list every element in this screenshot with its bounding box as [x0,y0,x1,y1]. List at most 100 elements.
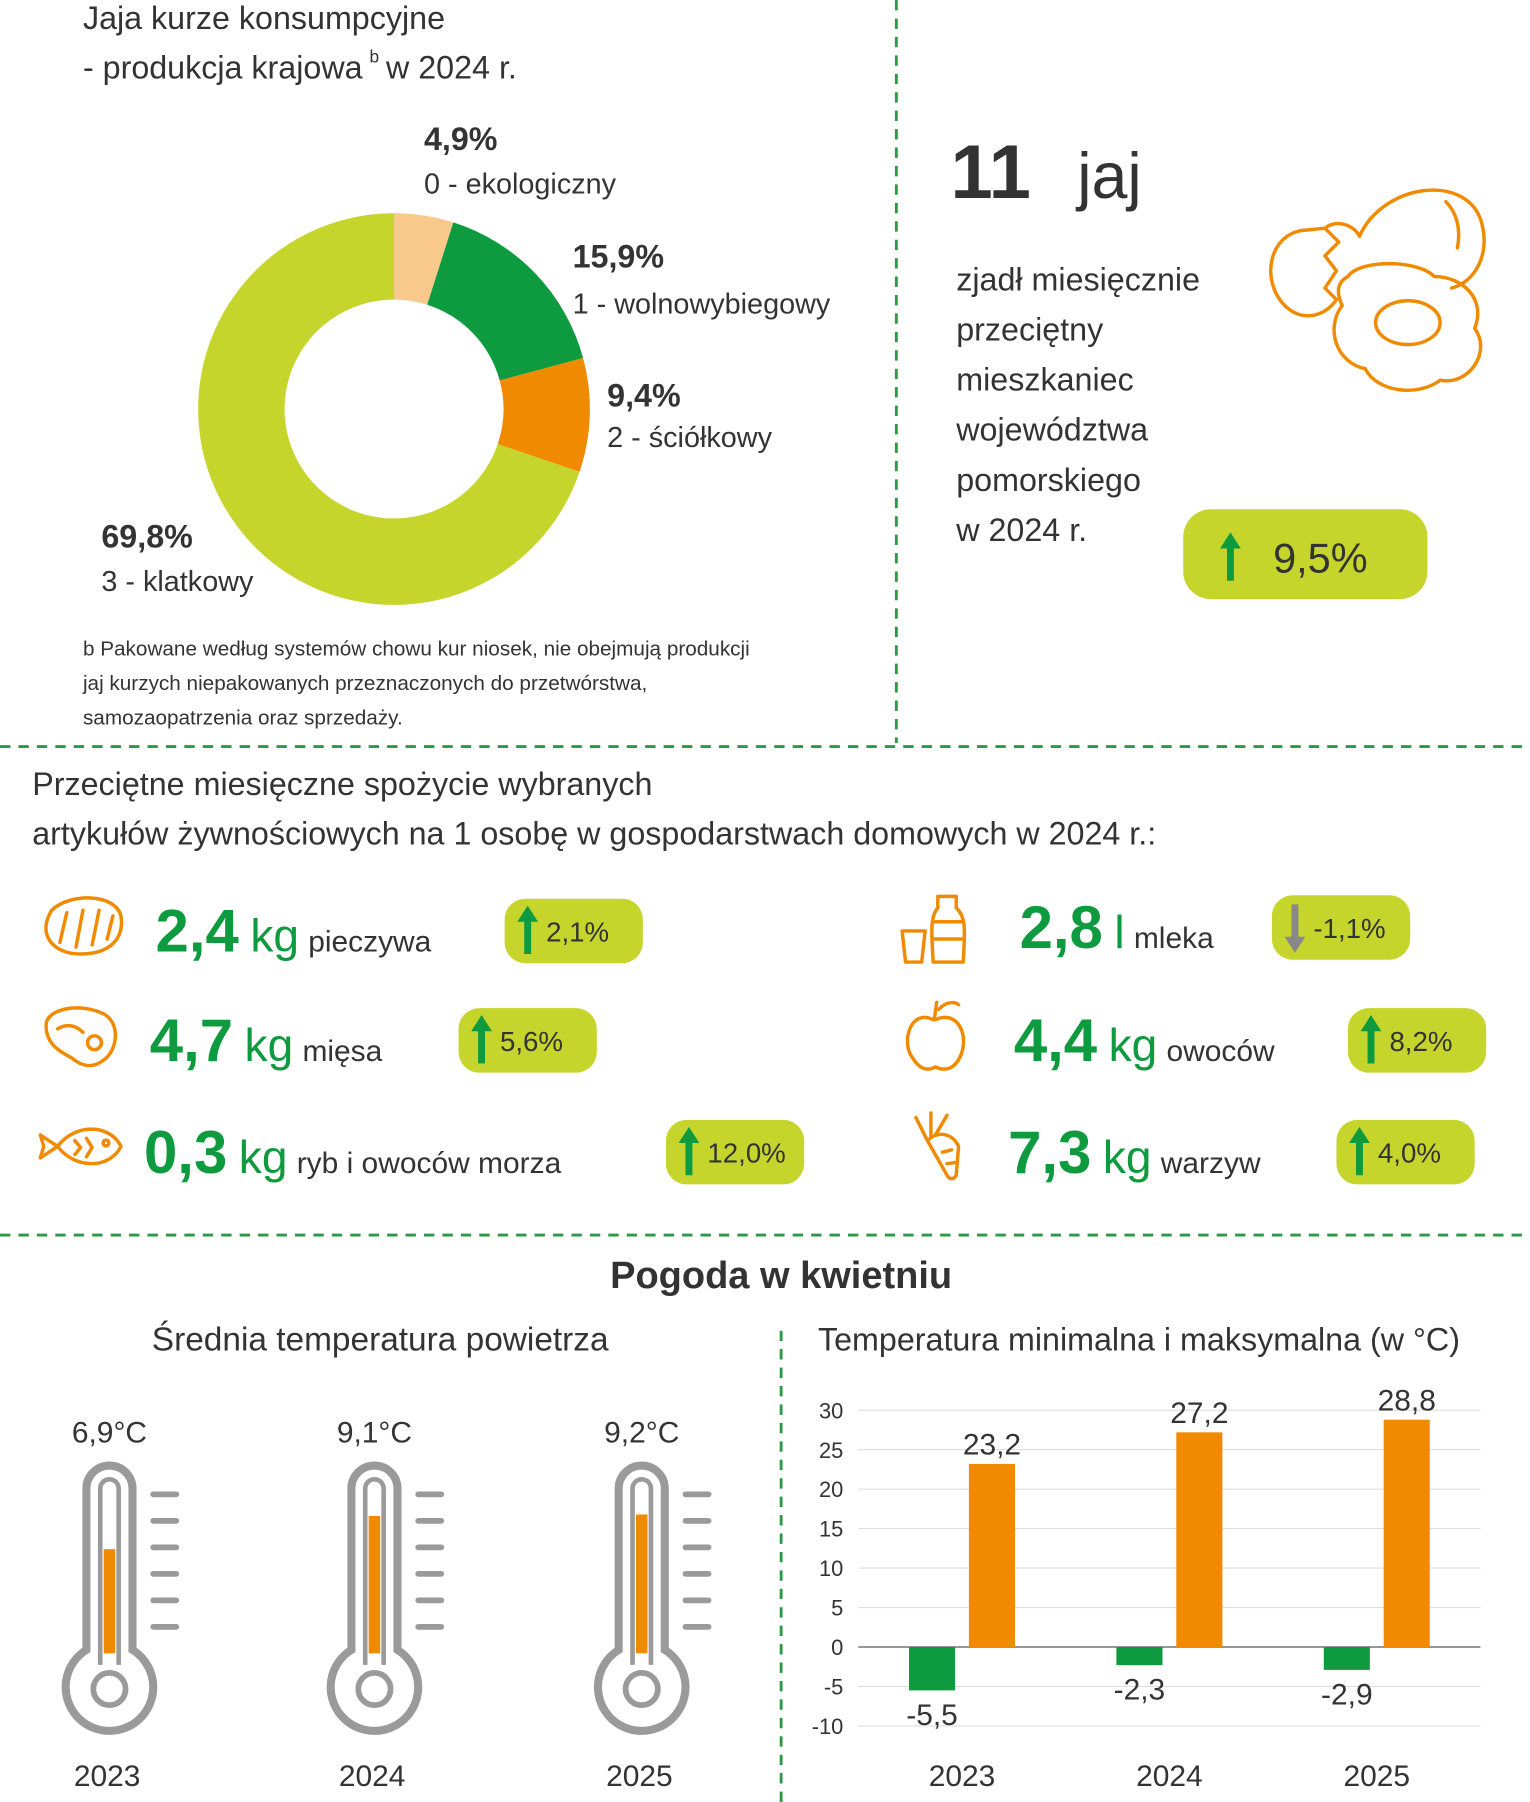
change-label: -1,1% [1313,913,1385,944]
arrow-shaft [524,919,532,954]
change-pill [458,1008,597,1073]
bar-value-label: 23,2 [963,1429,1021,1462]
section-title: artykułów żywnościowych na 1 osobę w gos… [32,816,1156,852]
change-pill [504,898,643,964]
bar [1383,1419,1430,1647]
food-unit: kg [1103,1131,1152,1183]
x-tick-label: 2024 [1136,1760,1203,1793]
thermo-label: 9,1°C [337,1416,412,1449]
food-name: owoców [1167,1035,1276,1068]
pie-slice [497,357,590,472]
thermo-inner [362,1477,386,1665]
change-pill [1271,895,1411,960]
bar-value-label: -5,5 [906,1699,958,1732]
food-item: 0,3 kg ryb i owoców morza [144,1119,562,1186]
egg-icon [1269,188,1486,393]
eggs-unit: jaj [1075,140,1142,212]
food-value: 4,7 [150,1007,233,1074]
arrow-head [678,1126,700,1143]
eggs-description: województwa [955,412,1148,448]
bread-icon [44,896,124,956]
food-unit: kg [250,910,299,962]
pie-slice [427,222,584,381]
arrow-shaft [1367,1028,1375,1064]
food-value: 2,4 [156,898,239,965]
food-value: 2,8 [1020,894,1103,961]
thermo-fill [368,1515,381,1654]
subtitle-end: w 2024 r. [385,49,517,85]
bar-value-label: -2,3 [1114,1674,1166,1707]
food-name: mięsa [302,1035,382,1068]
change-label: 5,6% [500,1026,563,1057]
eggs-value: 11 [950,130,1030,215]
thermo-label: 6,9°C [72,1416,147,1449]
arrow-shaft [1226,546,1234,581]
section-title: Przeciętne miesięczne spożycie wybranych [32,766,652,802]
eggs-description: zjadł miesięcznie [956,261,1200,297]
apple-icon [905,1000,966,1071]
change-pill [1347,1008,1487,1073]
subtitle-text: - produkcja krajowa [83,49,363,85]
year-label: 2024 [339,1760,406,1793]
food-unit: kg [245,1019,294,1071]
slice-category-label: 2 - ściółkowy [607,422,772,454]
footnote: b Pakowane według systemów chowu kur nio… [83,638,750,661]
arrow-shaft [1291,904,1299,940]
arrow-head [1360,1015,1382,1032]
thermo-label: 9,2°C [604,1416,679,1449]
x-tick-label: 2025 [1343,1760,1410,1793]
food-item: 2,4 kg pieczywa [156,898,432,965]
slice-value-label: 4,9% [424,121,498,157]
change-pill [1183,509,1428,600]
footnote: samozaopatrzenia oraz sprzedaży. [83,707,403,730]
food-item: 4,4 kg owoców [1014,1007,1275,1074]
y-tick-label: 0 [831,1635,843,1660]
food-unit: kg [1109,1019,1158,1071]
y-tick-label: 5 [831,1596,843,1621]
food-value: 4,4 [1014,1007,1097,1074]
thermo-inner [630,1477,654,1665]
pie-slice [394,213,454,305]
year-label: 2025 [606,1760,673,1793]
y-tick-label: -10 [812,1714,844,1739]
food-unit: kg [239,1131,288,1183]
arrow-shaft [478,1028,486,1064]
thermo-bulb [622,1670,661,1709]
arrow-head [1284,936,1306,953]
food-item: 2,8 l mleka [1020,894,1214,961]
change-label: 8,2% [1389,1026,1452,1057]
pie-slice [198,213,580,605]
y-tick-label: 15 [819,1517,843,1542]
eggs-description: w 2024 r. [955,512,1087,548]
chart-title: Temperatura minimalna i maksymalna (w °C… [818,1321,1460,1357]
food-item: 7,3 kg warzyw [1008,1119,1261,1186]
eggs-description: przeciętny [956,311,1104,347]
fish-icon [38,1127,123,1166]
food-name: mleka [1134,922,1214,955]
thermo-outline [593,1461,690,1735]
slice-category-label: 1 - wolnowybiegowy [573,288,831,320]
arrow-head [471,1015,492,1032]
arrow-shaft [685,1140,693,1176]
thermo-inner [97,1477,121,1665]
subtitle-note: b [369,46,379,66]
slice-value-label: 15,9% [573,238,664,274]
meat-icon [44,1006,118,1068]
bar-value-label: 27,2 [1170,1397,1228,1430]
slice-value-label: 69,8% [101,518,192,554]
y-tick-label: 30 [819,1398,843,1423]
x-tick-label: 2023 [929,1760,996,1793]
eggs-description: mieszkaniec [956,362,1133,398]
food-value: 7,3 [1008,1119,1091,1186]
chart-subtitle: - produkcja krajowa b w 2024 r. [83,46,517,85]
change-pill [1336,1119,1475,1185]
thermo-outline [326,1461,423,1735]
slice-value-label: 9,4% [607,378,681,414]
y-tick-label: 20 [819,1477,843,1502]
milk-icon [900,894,967,964]
food-unit: l [1114,906,1124,958]
food-item: 4,7 kg mięsa [150,1007,383,1074]
bar [1116,1646,1163,1666]
